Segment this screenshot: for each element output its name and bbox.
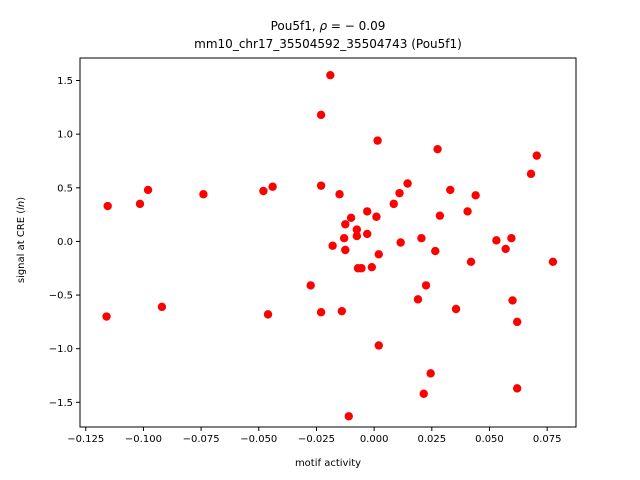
data-point — [346, 213, 356, 223]
data-point — [526, 169, 536, 179]
data-point — [352, 231, 362, 241]
data-point — [463, 207, 472, 216]
data-point — [389, 199, 398, 209]
y-tick-label: 0.5 — [57, 183, 73, 194]
data-point — [199, 190, 208, 199]
data-point — [403, 179, 412, 188]
chart-title-line2: mm10_chr17_35504592_35504743 (Pou5f1) — [194, 37, 462, 51]
data-point — [512, 317, 522, 327]
y-tick-label: −0.5 — [49, 291, 73, 302]
data-point — [372, 212, 381, 221]
data-point — [268, 182, 277, 191]
data-point — [339, 234, 349, 243]
data-point — [431, 246, 440, 256]
data-point — [426, 369, 435, 378]
data-point — [512, 384, 522, 393]
data-point — [492, 236, 501, 245]
data-point — [419, 389, 428, 398]
data-point — [143, 185, 153, 195]
data-point — [326, 70, 335, 80]
data-point — [341, 220, 350, 229]
data-point — [335, 190, 344, 199]
y-tick-label: −1.0 — [49, 344, 73, 355]
x-axis-ticks: −0.125 −0.100 −0.075 −0.050 −0.025 0.000 0.025… — [67, 427, 561, 445]
data-points — [102, 70, 558, 421]
data-point — [102, 312, 111, 321]
x-tick-label: 0.025 — [417, 434, 446, 445]
data-point — [395, 188, 404, 198]
data-point — [259, 186, 268, 196]
data-point — [316, 308, 326, 317]
data-point — [446, 185, 455, 195]
data-point — [433, 144, 442, 154]
x-tick-label: 0.075 — [533, 434, 562, 445]
data-point — [396, 238, 405, 247]
data-point — [357, 264, 366, 273]
y-tick-label: 0.0 — [57, 237, 73, 248]
data-point — [263, 310, 273, 319]
y-axis-ticks: −1.5 −1.0 −0.5 0.0 0.5 1.0 1.5 — [49, 76, 80, 409]
x-tick-label: 0.000 — [360, 434, 389, 445]
x-tick-label: −0.050 — [240, 434, 277, 445]
axes-frame — [79, 57, 577, 428]
data-point — [413, 295, 423, 304]
plot-area — [79, 57, 577, 428]
data-point — [471, 191, 480, 200]
data-point — [157, 302, 167, 312]
chart-title-line1: Pou5f1, ρ = − 0.09 — [271, 19, 386, 33]
x-tick-label: −0.125 — [67, 434, 104, 445]
data-point — [374, 341, 383, 350]
data-point — [337, 306, 347, 316]
data-point — [328, 241, 337, 250]
data-point — [103, 201, 112, 211]
data-point — [451, 304, 461, 314]
data-point — [466, 257, 476, 267]
data-point — [417, 234, 426, 243]
data-point — [344, 412, 353, 421]
data-point — [548, 257, 558, 267]
y-tick-label: −1.5 — [49, 398, 73, 409]
data-point — [508, 296, 517, 305]
data-point — [374, 250, 383, 259]
y-tick-label: 1.0 — [57, 130, 73, 141]
x-tick-label: −0.100 — [125, 434, 162, 445]
data-point — [501, 244, 510, 254]
data-point — [367, 262, 377, 272]
x-tick-label: 0.050 — [475, 434, 504, 445]
data-point — [532, 151, 541, 160]
x-tick-label: −0.025 — [298, 434, 335, 445]
x-tick-label: −0.075 — [183, 434, 220, 445]
data-point — [421, 281, 431, 290]
data-point — [373, 136, 382, 145]
data-point — [363, 229, 372, 239]
data-point — [306, 281, 315, 290]
data-point — [507, 234, 516, 243]
data-point — [135, 199, 145, 209]
data-point — [316, 110, 326, 120]
data-point — [352, 225, 362, 234]
data-point — [316, 181, 326, 190]
x-axis-label: motif activity — [295, 458, 361, 469]
data-point — [435, 211, 445, 220]
data-point — [341, 245, 350, 255]
y-tick-label: 1.5 — [57, 76, 73, 87]
y-axis-label: signal at CRE (ln) — [16, 197, 27, 283]
data-point — [363, 207, 372, 216]
